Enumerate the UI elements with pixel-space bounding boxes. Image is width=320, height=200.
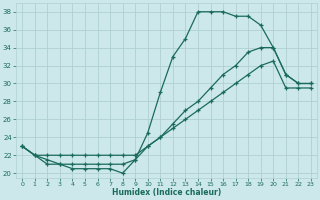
X-axis label: Humidex (Indice chaleur): Humidex (Indice chaleur) <box>112 188 221 197</box>
